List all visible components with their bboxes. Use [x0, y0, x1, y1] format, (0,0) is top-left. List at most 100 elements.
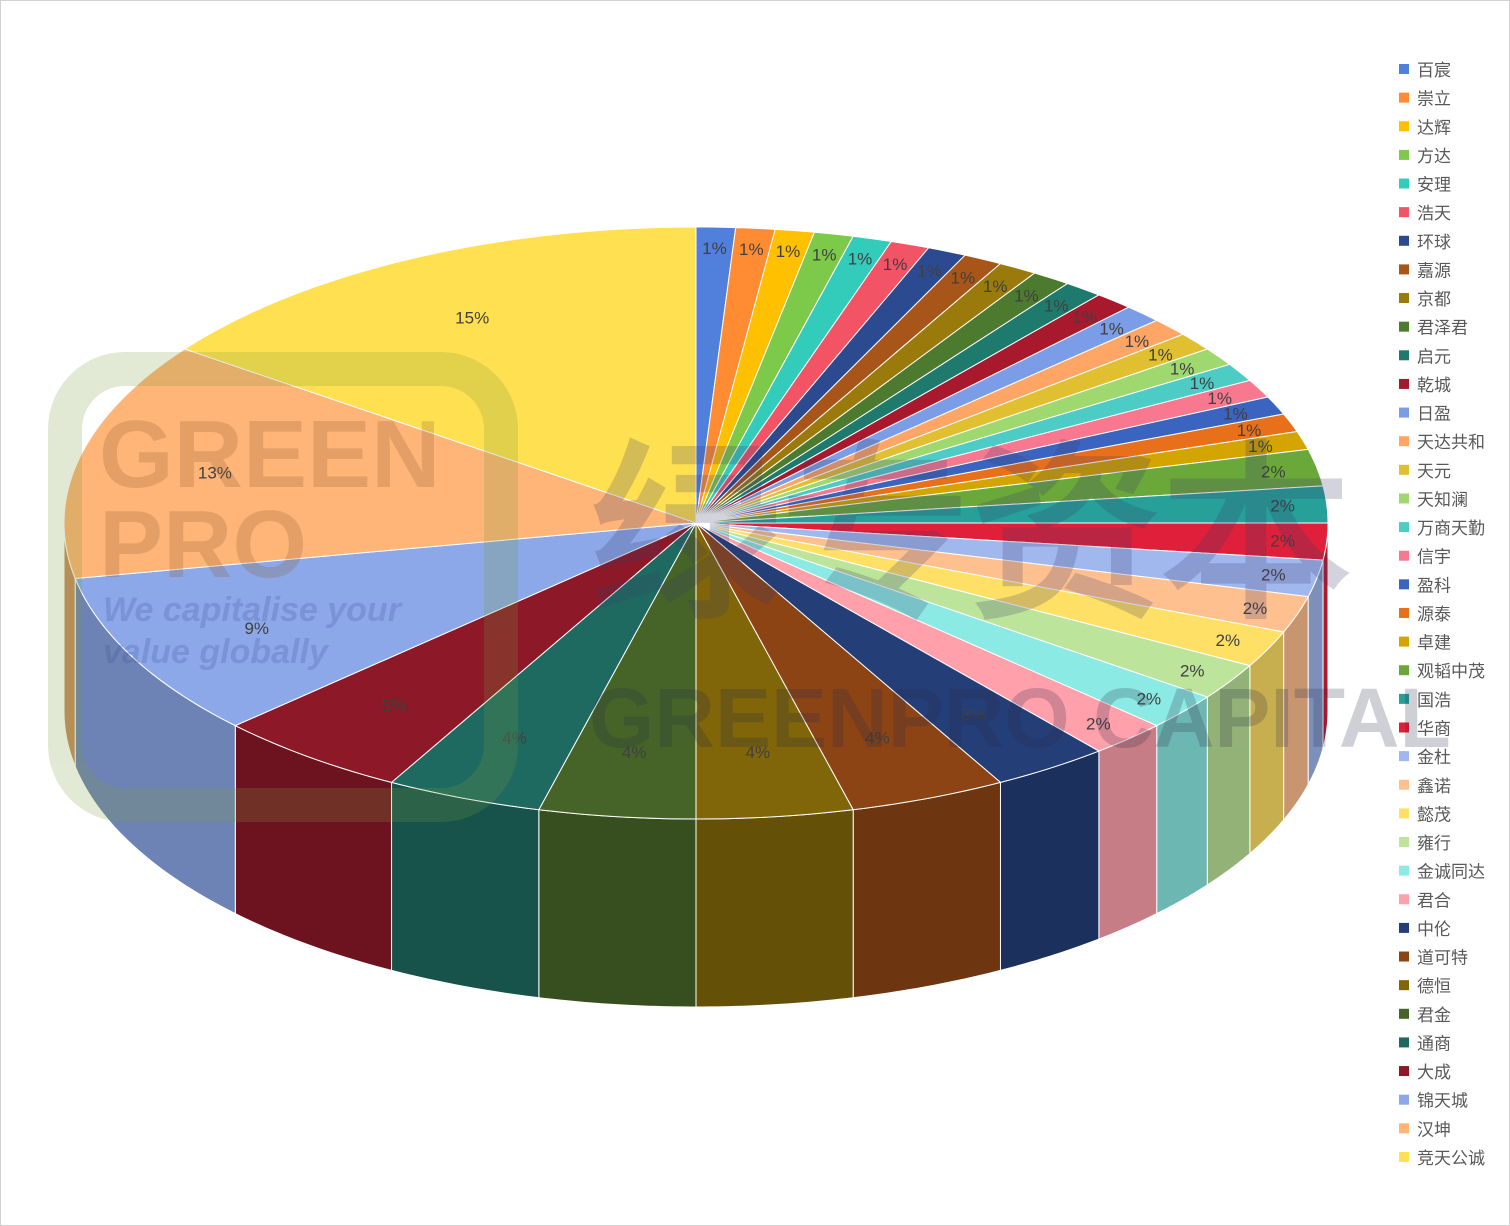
legend-item: 华商 — [1417, 719, 1451, 739]
pie-slice-26[interactable] — [695, 522, 1309, 633]
pie-slice-37[interactable] — [74, 522, 697, 727]
data-label: 1% — [1248, 437, 1273, 456]
legend-swatch — [1399, 837, 1409, 848]
pie-slice-35[interactable] — [390, 522, 697, 811]
data-label: 5% — [382, 696, 407, 715]
data-label: 1% — [812, 245, 837, 264]
legend-item: 通商 — [1417, 1034, 1451, 1054]
legend-swatch — [1399, 722, 1409, 733]
legend-swatch — [1399, 321, 1409, 332]
watermark: GREEN PRO We capitalise your value globa… — [48, 352, 1451, 822]
data-label: 13% — [198, 464, 232, 483]
legend: 百宸崇立达辉方达安理浩天环球嘉源京都君泽君启元乾城日盈天达共和天元天知澜万商天勤… — [1399, 61, 1485, 1169]
legend-item: 国浩 — [1417, 691, 1451, 711]
legend-item: 锦天城 — [1417, 1092, 1468, 1112]
legend-swatch — [1399, 1037, 1409, 1048]
legend-swatch — [1399, 607, 1409, 618]
pie-wall-33 — [695, 809, 854, 1008]
pie-slice-32[interactable] — [695, 522, 1002, 811]
data-label: 1% — [739, 240, 764, 259]
legend-swatch — [1399, 493, 1409, 504]
legend-item: 雍行 — [1417, 834, 1451, 854]
legend-item: 大成 — [1417, 1063, 1451, 1083]
legend-swatch — [1399, 121, 1409, 132]
pie-slice-34[interactable] — [538, 522, 697, 820]
pie-slice-27[interactable] — [695, 522, 1285, 667]
legend-swatch — [1399, 808, 1409, 819]
legend-item: 君泽君 — [1417, 319, 1468, 339]
legend-swatch — [1399, 894, 1409, 905]
data-label: 1% — [1170, 359, 1195, 378]
legend-swatch — [1399, 865, 1409, 876]
legend-swatch — [1399, 207, 1409, 218]
legend-item: 浩天 — [1417, 204, 1451, 224]
data-label: 2% — [1270, 497, 1295, 516]
legend-item: 君合 — [1417, 891, 1451, 911]
data-label: 1% — [702, 239, 727, 258]
legend-item: 道可特 — [1417, 949, 1468, 969]
legend-swatch — [1399, 751, 1409, 762]
data-label: 1% — [1072, 308, 1097, 327]
legend-swatch — [1399, 779, 1409, 790]
data-label: 4% — [502, 729, 527, 748]
legend-item: 德恒 — [1417, 977, 1451, 997]
legend-swatch — [1399, 149, 1409, 160]
pie-slice-30[interactable] — [695, 522, 1158, 752]
data-label: 15% — [455, 308, 489, 327]
pie-side-walls — [63, 522, 1329, 1008]
legend-swatch — [1399, 436, 1409, 447]
data-label: 4% — [622, 743, 647, 762]
data-label: 2% — [1180, 662, 1205, 681]
data-label: 4% — [865, 729, 890, 748]
legend-swatch — [1399, 550, 1409, 561]
pie-slice-33[interactable] — [695, 522, 854, 820]
watermark-logo-line1: GREEN — [99, 401, 440, 508]
data-label: 1% — [1044, 296, 1069, 315]
data-label: 2% — [1261, 566, 1286, 585]
legend-swatch — [1399, 464, 1409, 475]
legend-swatch — [1399, 951, 1409, 962]
legend-item: 竞天公诚 — [1417, 1149, 1485, 1169]
pie-wall-34 — [538, 809, 697, 1008]
pie-wall-31 — [999, 750, 1100, 972]
legend-swatch — [1399, 407, 1409, 418]
data-label: 4% — [745, 743, 770, 762]
legend-swatch — [1399, 178, 1409, 189]
data-label: 1% — [848, 250, 873, 269]
legend-item: 天元 — [1417, 462, 1451, 482]
legend-item: 达辉 — [1417, 118, 1451, 138]
legend-item: 京都 — [1417, 290, 1451, 310]
pie-slice-22[interactable] — [695, 448, 1324, 524]
legend-item: 中伦 — [1417, 920, 1451, 940]
legend-item: 金诚同达 — [1417, 863, 1485, 883]
pie-slice-36[interactable] — [234, 522, 697, 783]
legend-item: 百宸 — [1417, 61, 1451, 81]
pie-slice-31[interactable] — [695, 522, 1101, 783]
legend-item: 鑫诺 — [1417, 777, 1451, 797]
watermark-english: GREENPRO CAPITAL — [589, 671, 1451, 765]
legend-swatch — [1399, 378, 1409, 389]
legend-swatch — [1399, 235, 1409, 246]
data-label: 1% — [951, 269, 976, 288]
legend-swatch — [1399, 693, 1409, 704]
legend-item: 金杜 — [1417, 748, 1451, 768]
pie-slice-28[interactable] — [695, 522, 1251, 698]
legend-item: 懿茂 — [1417, 805, 1451, 825]
pie-slice-39[interactable] — [183, 226, 697, 524]
data-label: 1% — [1190, 374, 1215, 393]
legend-item: 日盈 — [1417, 405, 1451, 425]
data-label: 3% — [961, 705, 986, 724]
data-label: 1% — [1125, 332, 1150, 351]
pie-slice-38[interactable] — [63, 348, 697, 579]
legend-item: 君金 — [1417, 1006, 1451, 1026]
legend-swatch — [1399, 665, 1409, 676]
pie-slice-29[interactable] — [695, 522, 1209, 727]
legend-swatch — [1399, 293, 1409, 304]
legend-swatch — [1399, 350, 1409, 361]
data-label: 2% — [1216, 631, 1241, 650]
pie-slice-23[interactable] — [695, 485, 1329, 524]
legend-item: 崇立 — [1417, 90, 1451, 110]
data-label: 1% — [1014, 286, 1039, 305]
